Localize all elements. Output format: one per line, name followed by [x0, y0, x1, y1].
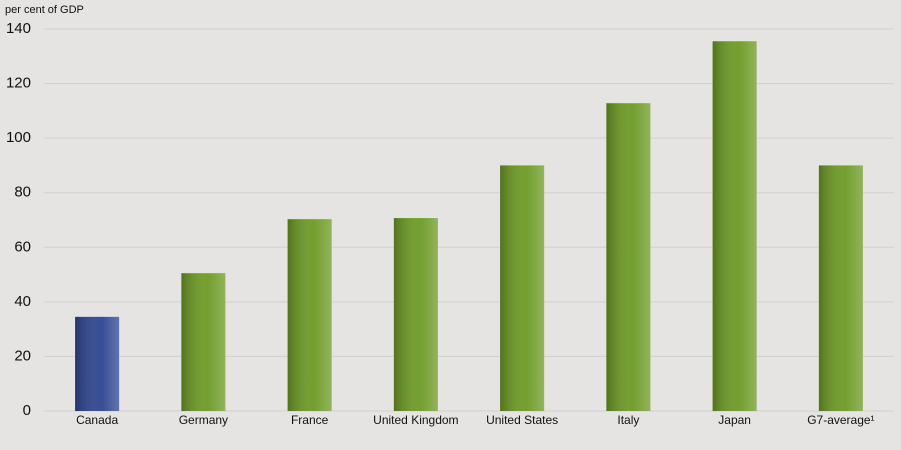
x-tick-label: Germany [179, 413, 228, 427]
x-tick-label: United States [486, 413, 558, 427]
y-tick-label: 140 [6, 20, 31, 37]
y-tick-label: 60 [14, 238, 31, 255]
x-tick-label: Italy [617, 413, 639, 427]
y-tick-label: 80 [14, 184, 31, 201]
x-tick-label: G7-average¹ [807, 413, 874, 427]
bar-shade [818, 165, 863, 411]
x-tick-label: France [291, 413, 329, 427]
y-tick-label: 20 [14, 347, 31, 364]
x-tick-label: Japan [718, 413, 751, 427]
y-tick-label: 100 [6, 129, 31, 146]
bar-shade [712, 41, 757, 412]
y-tick-label: 120 [6, 75, 31, 92]
bar-shade [75, 316, 120, 411]
y-tick-label: 40 [14, 293, 31, 310]
bar-shade [606, 103, 651, 412]
y-axis-label: per cent of GDP [5, 4, 84, 16]
x-tick-label: United Kingdom [373, 413, 458, 427]
bar-shade [500, 165, 545, 411]
bar-shade [287, 219, 332, 411]
y-tick-label: 0 [23, 402, 31, 419]
bar-shade [181, 273, 226, 411]
bar-shade [393, 218, 438, 411]
x-tick-label: Canada [76, 413, 118, 427]
